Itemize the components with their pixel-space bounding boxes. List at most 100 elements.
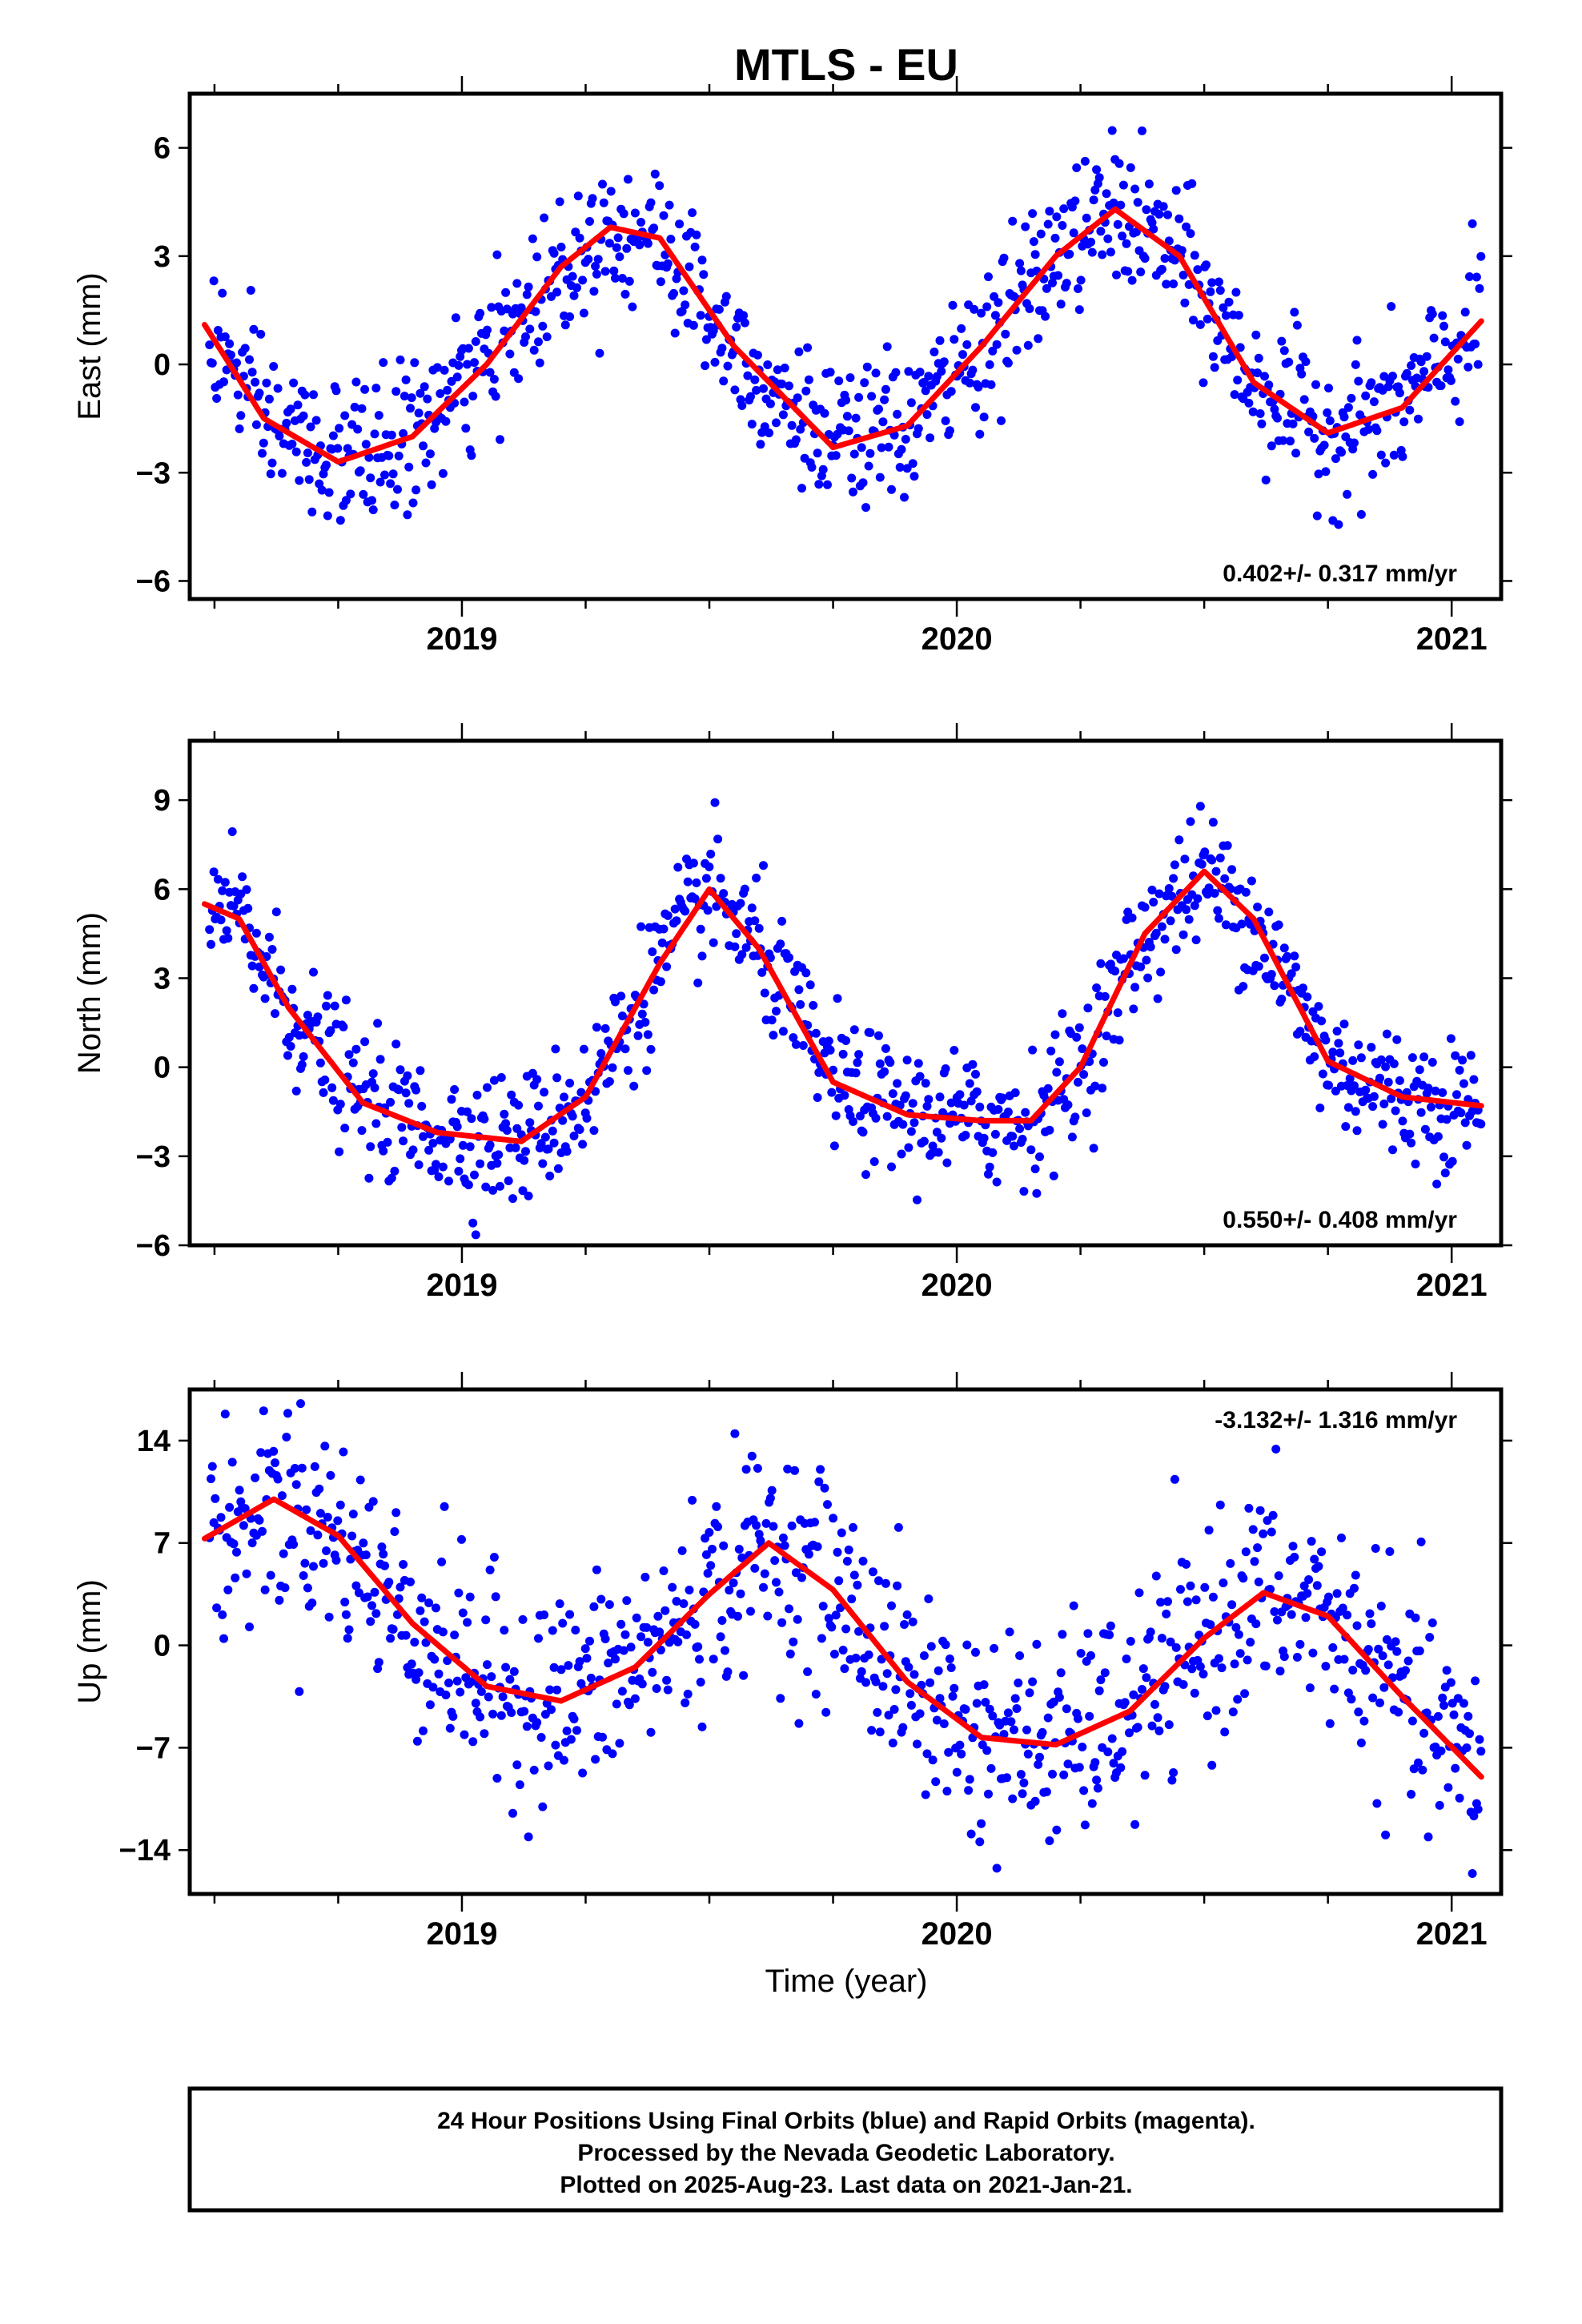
north-data-point (1420, 1124, 1430, 1134)
up-data-point (632, 1613, 641, 1622)
north-data-point (596, 1049, 606, 1058)
north-data-point (747, 903, 757, 913)
east-data-point (1314, 469, 1323, 479)
north-data-point (1452, 1090, 1461, 1100)
north-data-point (1213, 906, 1223, 915)
up-data-point (1379, 1683, 1389, 1692)
east-data-point (396, 355, 405, 364)
east-data-point (209, 276, 219, 286)
east-data-point (207, 359, 217, 368)
up-data-point (1217, 1663, 1227, 1673)
east-data-point (849, 449, 859, 459)
east-data-point (732, 322, 741, 332)
up-data-point (962, 1640, 972, 1650)
up-data-point (273, 1474, 283, 1484)
north-data-point (1318, 1069, 1327, 1079)
north-data-point (1416, 1108, 1426, 1117)
east-data-point (226, 350, 235, 360)
up-data-point (1090, 1758, 1100, 1767)
east-data-point (568, 271, 577, 281)
east-data-point (670, 328, 680, 338)
north-data-point (869, 1157, 879, 1166)
north-data-point (545, 1172, 555, 1180)
east-data-point (948, 300, 958, 310)
north-data-point (592, 1023, 601, 1032)
east-data-point (844, 426, 853, 436)
north-data-point (1354, 1040, 1363, 1050)
east-data-point (1210, 363, 1219, 372)
north-data-point (901, 1091, 910, 1100)
up-data-point (1433, 1711, 1443, 1721)
north-data-point (1451, 1051, 1460, 1060)
up-data-point (1270, 1607, 1279, 1616)
north-data-point (558, 1116, 568, 1125)
up-data-point (1019, 1778, 1029, 1787)
up-data-point (1378, 1651, 1387, 1661)
north-data-point (690, 894, 700, 903)
east-data-point (1114, 159, 1124, 168)
north-data-point (1375, 1073, 1384, 1083)
north-data-point (643, 1030, 652, 1039)
east-data-point (425, 449, 435, 459)
east-data-point (235, 424, 244, 433)
east-data-point (997, 416, 1006, 425)
north-data-point (481, 1182, 491, 1192)
up-data-point (1234, 1630, 1243, 1639)
east-data-point (874, 404, 883, 414)
up-data-point (791, 1568, 801, 1578)
north-ytick-label: −6 (136, 1229, 171, 1263)
up-data-point (1407, 1716, 1417, 1726)
up-data-point (696, 1678, 705, 1687)
up-data-point (1451, 1763, 1460, 1773)
north-data-point (791, 1039, 801, 1049)
east-data-point (353, 424, 363, 434)
up-data-point (681, 1698, 690, 1707)
up-data-point (763, 1611, 773, 1621)
north-data-point (417, 1101, 427, 1111)
up-data-point (772, 1578, 781, 1587)
up-data-point (1308, 1648, 1318, 1658)
up-data-point (640, 1572, 650, 1582)
up-data-point (867, 1726, 877, 1735)
east-ytick-label: 6 (154, 132, 171, 166)
up-data-point (489, 1553, 499, 1562)
up-data-point (532, 1718, 542, 1727)
up-fit-curve (202, 1496, 1484, 1780)
north-data-point (299, 1051, 308, 1061)
north-data-point (904, 1143, 913, 1152)
up-data-point (1464, 1711, 1473, 1721)
up-data-point (1267, 1527, 1276, 1537)
up-data-point (616, 1619, 626, 1629)
up-data-point (417, 1593, 427, 1602)
up-data-point (952, 1767, 962, 1777)
up-ytick-label: 7 (154, 1527, 171, 1561)
north-data-point (692, 878, 701, 887)
east-data-point (549, 248, 559, 258)
east-data-point (950, 335, 959, 344)
up-data-point (874, 1576, 883, 1586)
east-data-point (1133, 198, 1142, 207)
up-data-point (1330, 1684, 1339, 1694)
up-data-point (368, 1497, 378, 1506)
north-data-point (1100, 991, 1110, 1001)
up-data-point (849, 1570, 859, 1580)
east-data-point (737, 401, 747, 410)
up-data-point (701, 1550, 711, 1559)
east-data-point (881, 384, 890, 394)
east-data-point (1304, 427, 1314, 436)
east-data-point (1343, 489, 1352, 499)
up-data-point (260, 1585, 270, 1594)
east-data-point (979, 412, 989, 422)
up-data-point (971, 1647, 980, 1657)
up-data-point (652, 1684, 661, 1693)
up-data-point (344, 1625, 354, 1634)
east-data-point (609, 266, 619, 275)
north-data-point (1043, 1084, 1053, 1093)
up-data-point (1025, 1688, 1034, 1698)
east-data-point (1453, 354, 1463, 364)
up-data-point (1442, 1666, 1452, 1675)
up-data-point (235, 1486, 244, 1495)
up-data-point (279, 1549, 288, 1558)
up-data-point (1273, 1615, 1282, 1625)
east-data-point (1257, 419, 1267, 428)
